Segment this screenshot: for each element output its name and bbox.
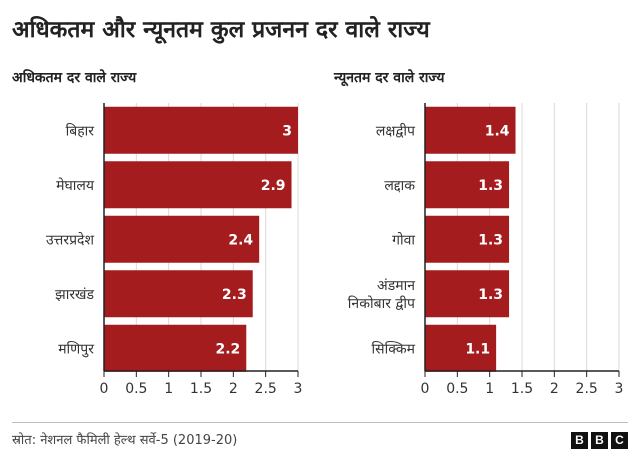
bar <box>104 215 260 263</box>
category-label: उत्तरप्रदेश <box>46 231 94 248</box>
bbc-logo: B B C <box>571 432 628 449</box>
source-note: स्रोत: नेशनल फैमिली हेल्थ सर्वे-5 (2019-… <box>12 433 238 448</box>
bar-value-label: 1.3 <box>478 287 503 303</box>
bar-value-label: 2.4 <box>228 232 253 248</box>
x-tick-label: 1.5 <box>511 381 533 397</box>
bbc-logo-letter: B <box>571 432 588 449</box>
bar-value-label: 1.3 <box>478 232 503 248</box>
bar-value-label: 2.3 <box>222 287 247 303</box>
x-tick-label: 2.5 <box>255 381 277 397</box>
x-tick-label: 3 <box>294 381 303 397</box>
category-label: सिक्किम <box>372 340 416 357</box>
category-label: लद्दाक <box>384 178 415 194</box>
bbc-logo-letter: B <box>591 432 608 449</box>
category-label: लक्षद्वीप <box>376 122 416 139</box>
x-tick-label: 1 <box>485 381 494 397</box>
bar <box>425 324 497 372</box>
chart-title: अधिकतम और न्यूनतम कुल प्रजनन दर वाले राज… <box>12 17 430 43</box>
x-tick-label: 1.5 <box>190 381 212 397</box>
bar-value-label: 1.3 <box>478 178 503 194</box>
bar <box>104 324 247 372</box>
bar-value-label: 1.1 <box>465 341 490 357</box>
category-label: मणिपुर <box>58 340 94 357</box>
bar-value-label: 2.2 <box>215 341 240 357</box>
x-tick-label: 0.5 <box>125 381 147 397</box>
bar-value-label: 3 <box>282 123 292 139</box>
footer-divider <box>12 422 628 423</box>
category-label: बिहार <box>66 122 95 139</box>
x-tick-label: 3 <box>615 381 624 397</box>
x-tick-label: 0 <box>421 381 430 397</box>
category-label: निकोबार द्वीप <box>348 295 416 312</box>
bar <box>425 270 510 318</box>
x-tick-label: 0 <box>100 381 109 397</box>
bar <box>104 270 253 318</box>
bar-value-label: 2.9 <box>261 178 286 194</box>
bar <box>425 161 510 209</box>
category-label: अंडमान <box>377 278 415 294</box>
bar <box>104 106 298 154</box>
x-tick-label: 0.5 <box>446 381 468 397</box>
category-label: मेघालय <box>56 177 95 194</box>
bar <box>425 106 516 154</box>
x-tick-label: 1 <box>164 381 173 397</box>
x-tick-label: 2 <box>229 381 238 397</box>
left-chart-subtitle: अधिकतम दर वाले राज्य <box>12 70 137 86</box>
category-label: झारखंड <box>55 287 94 303</box>
right-chart-subtitle: न्यूनतम दर वाले राज्य <box>334 70 445 86</box>
bar-value-label: 1.4 <box>485 123 510 139</box>
x-tick-label: 2.5 <box>576 381 598 397</box>
x-tick-label: 2 <box>550 381 559 397</box>
bbc-logo-letter: C <box>611 432 628 449</box>
bar <box>425 215 510 263</box>
category-label: गोवा <box>392 231 415 248</box>
bar <box>104 161 292 209</box>
